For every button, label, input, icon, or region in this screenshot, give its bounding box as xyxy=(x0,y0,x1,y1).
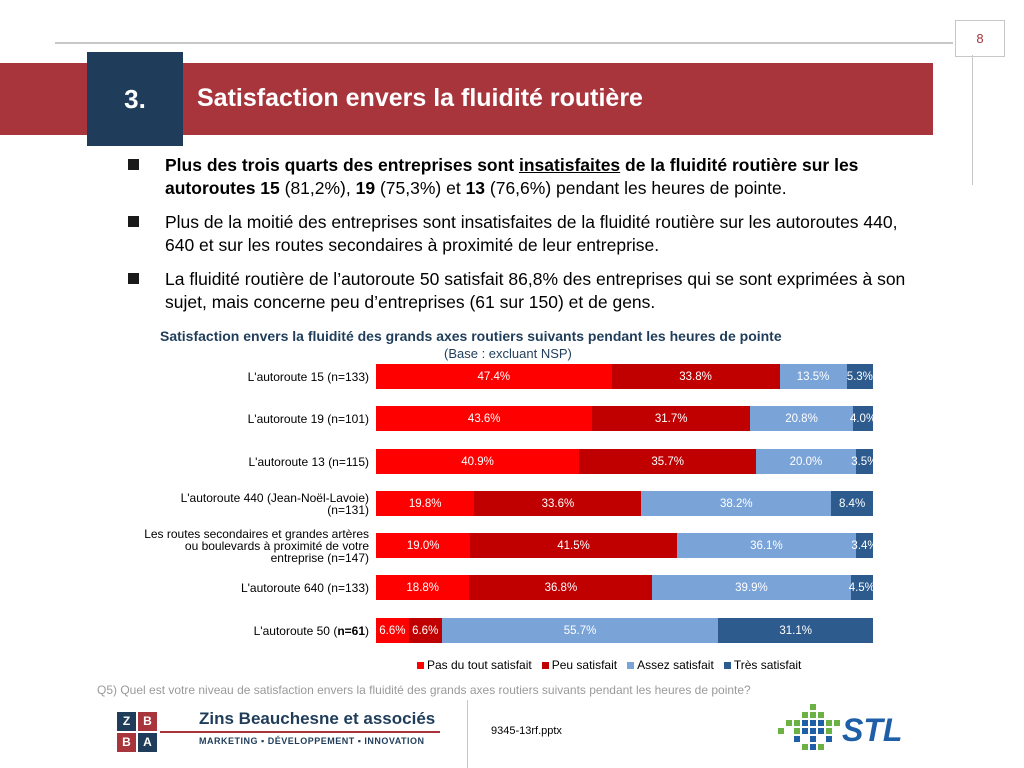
legend-item: Pas du tout satisfait xyxy=(417,658,532,672)
footer-separator xyxy=(467,700,468,768)
bar-segment: 8.4% xyxy=(831,491,873,516)
stacked-bar: 6.6% 6.6% 55.7% 31.1% xyxy=(376,618,873,643)
legend-item: Assez satisfait xyxy=(627,658,714,672)
bar-segment: 33.8% xyxy=(611,364,780,389)
stacked-bar: 19.0% 41.5% 36.1% 3.4% xyxy=(376,533,878,558)
bar-segment: 20.8% xyxy=(749,406,854,431)
bar-segment: 31.7% xyxy=(592,406,750,431)
bullet-text-run: Plus des trois quarts des entreprises so… xyxy=(165,155,519,175)
bar-segment: 35.7% xyxy=(579,449,757,474)
chart-subtitle: (Base : excluant NSP) xyxy=(444,346,572,361)
bullet-1: Plus des trois quarts des entreprises so… xyxy=(128,154,888,202)
bar-segment: 31.1% xyxy=(718,618,873,643)
bullet-text-run: 13 xyxy=(465,178,486,198)
bullet-2: Plus de la moitié des entreprises sont i… xyxy=(128,211,897,259)
category-label: L'autoroute 13 (n=115) xyxy=(248,454,370,469)
bullet-text-run: 19 xyxy=(355,178,376,198)
bullet-text-run: (81,2%), xyxy=(279,178,356,198)
category-label: Les routes secondaires et grandes artère… xyxy=(144,526,369,565)
bullet-square-icon xyxy=(128,216,139,227)
right-divider xyxy=(972,55,973,185)
stacked-bar: 40.9% 35.7% 20.0% 3.5% xyxy=(376,449,877,474)
category-label: L'autoroute 640 (n=133) xyxy=(240,580,369,595)
stacked-bar: 18.8% 36.8% 39.9% 4.5% xyxy=(376,575,875,600)
top-divider xyxy=(55,42,953,44)
bar-segment: 5.3% xyxy=(846,364,873,389)
bullet-text: Plus des trois quarts des entreprises so… xyxy=(165,154,925,200)
stacked-bar: 19.8% 33.6% 38.2% 8.4% xyxy=(376,491,873,516)
stl-logo-icon xyxy=(778,704,840,750)
stacked-bar: 47.4% 33.8% 13.5% 5.3% xyxy=(376,364,873,389)
legend-label: Peu satisfait xyxy=(551,658,618,672)
bar-segment: 13.5% xyxy=(779,364,847,389)
file-name: 9345-13rf.pptx xyxy=(491,725,562,737)
page-number: 8 xyxy=(955,20,1005,57)
bullet-text-run: (76,6%) pendant les heures de pointe. xyxy=(485,178,787,198)
bullet-3: La fluidité routière de l’autoroute 50 s… xyxy=(128,268,905,316)
category-label: L'autoroute 440 (Jean-Noël-Lavoie) (n=13… xyxy=(180,490,369,517)
bullet-text-run: La fluidité routière de l’autoroute 50 s… xyxy=(165,269,906,312)
legend-swatch xyxy=(417,661,424,669)
bar-segment: 19.8% xyxy=(376,491,475,516)
bullet-text-run: insatisfaites xyxy=(519,155,621,175)
bar-segment: 41.5% xyxy=(470,533,677,558)
bullet-text-run: Plus de la moitié des entreprises sont i… xyxy=(165,212,898,255)
firm-tagline: MARKETING ▪ DÉVELOPPEMENT ▪ INNOVATION xyxy=(199,736,425,746)
bullet-square-icon xyxy=(128,159,139,170)
legend-item: Peu satisfait xyxy=(541,658,618,672)
section-number: 3. xyxy=(87,52,183,146)
legend-label: Assez satisfait xyxy=(637,658,714,672)
category-label: L'autoroute 15 (n=133) xyxy=(247,369,369,384)
bar-segment: 4.5% xyxy=(849,575,875,600)
firm-name: Zins Beauchesne et associés xyxy=(199,709,436,728)
bullet-square-icon xyxy=(128,273,139,284)
bar-segment: 3.5% xyxy=(851,449,877,474)
bullet-text-run: de la fluidité routière sur les autorout… xyxy=(165,155,859,198)
stacked-bar: 43.6% 31.7% 20.8% 4.0% xyxy=(376,406,876,431)
stl-logo-text: STL xyxy=(842,712,903,748)
legend-swatch xyxy=(541,661,549,669)
zba-letter-b-top: B xyxy=(138,712,157,731)
zba-letter-a: A xyxy=(138,733,157,752)
zba-logo: Z B B A xyxy=(117,712,157,752)
zba-letter-b: B xyxy=(117,733,136,752)
bar-segment: 47.4% xyxy=(376,364,612,389)
bullet-text-run: (75,3%) et xyxy=(375,178,466,198)
bar-segment: 43.6% xyxy=(376,406,593,431)
legend-item: Très satisfait xyxy=(723,658,802,672)
bar-segment: 18.8% xyxy=(376,575,470,600)
legend-label: Très satisfait xyxy=(733,658,802,672)
bar-segment: 6.6% xyxy=(376,618,409,643)
legend-label: Pas du tout satisfait xyxy=(427,658,532,672)
firm-underline xyxy=(160,731,440,733)
category-label: L'autoroute 19 (n=101) xyxy=(247,411,369,426)
bar-segment: 55.7% xyxy=(441,618,719,643)
bullet-text: Plus de la moitié des entreprises sont i… xyxy=(165,211,925,257)
bar-segment: 36.8% xyxy=(469,575,653,600)
chart-legend: Pas du tout satisfait Peu satisfait Assez … xyxy=(417,658,801,672)
bar-segment: 40.9% xyxy=(376,449,580,474)
bullet-text: La fluidité routière de l’autoroute 50 s… xyxy=(165,268,925,314)
slide-title: Satisfaction envers la fluidité routière xyxy=(197,84,643,112)
category-label: L'autoroute 50 (n=61) xyxy=(253,623,369,638)
bar-segment: 4.0% xyxy=(850,406,876,431)
legend-swatch xyxy=(723,661,731,669)
bar-segment: 3.4% xyxy=(851,533,878,558)
bar-segment: 20.0% xyxy=(756,449,856,474)
survey-question: Q5) Quel est votre niveau de satisfactio… xyxy=(97,683,751,697)
chart-title: Satisfaction envers la fluidité des gran… xyxy=(160,328,782,344)
bar-segment: 38.2% xyxy=(641,491,832,516)
zba-letter-z: Z xyxy=(117,712,136,731)
bar-segment: 33.6% xyxy=(474,491,642,516)
bar-segment: 19.0% xyxy=(376,533,471,558)
legend-swatch xyxy=(627,661,635,669)
bar-segment: 36.1% xyxy=(676,533,857,558)
bar-segment: 39.9% xyxy=(652,575,851,600)
bar-segment: 6.6% xyxy=(408,618,442,643)
